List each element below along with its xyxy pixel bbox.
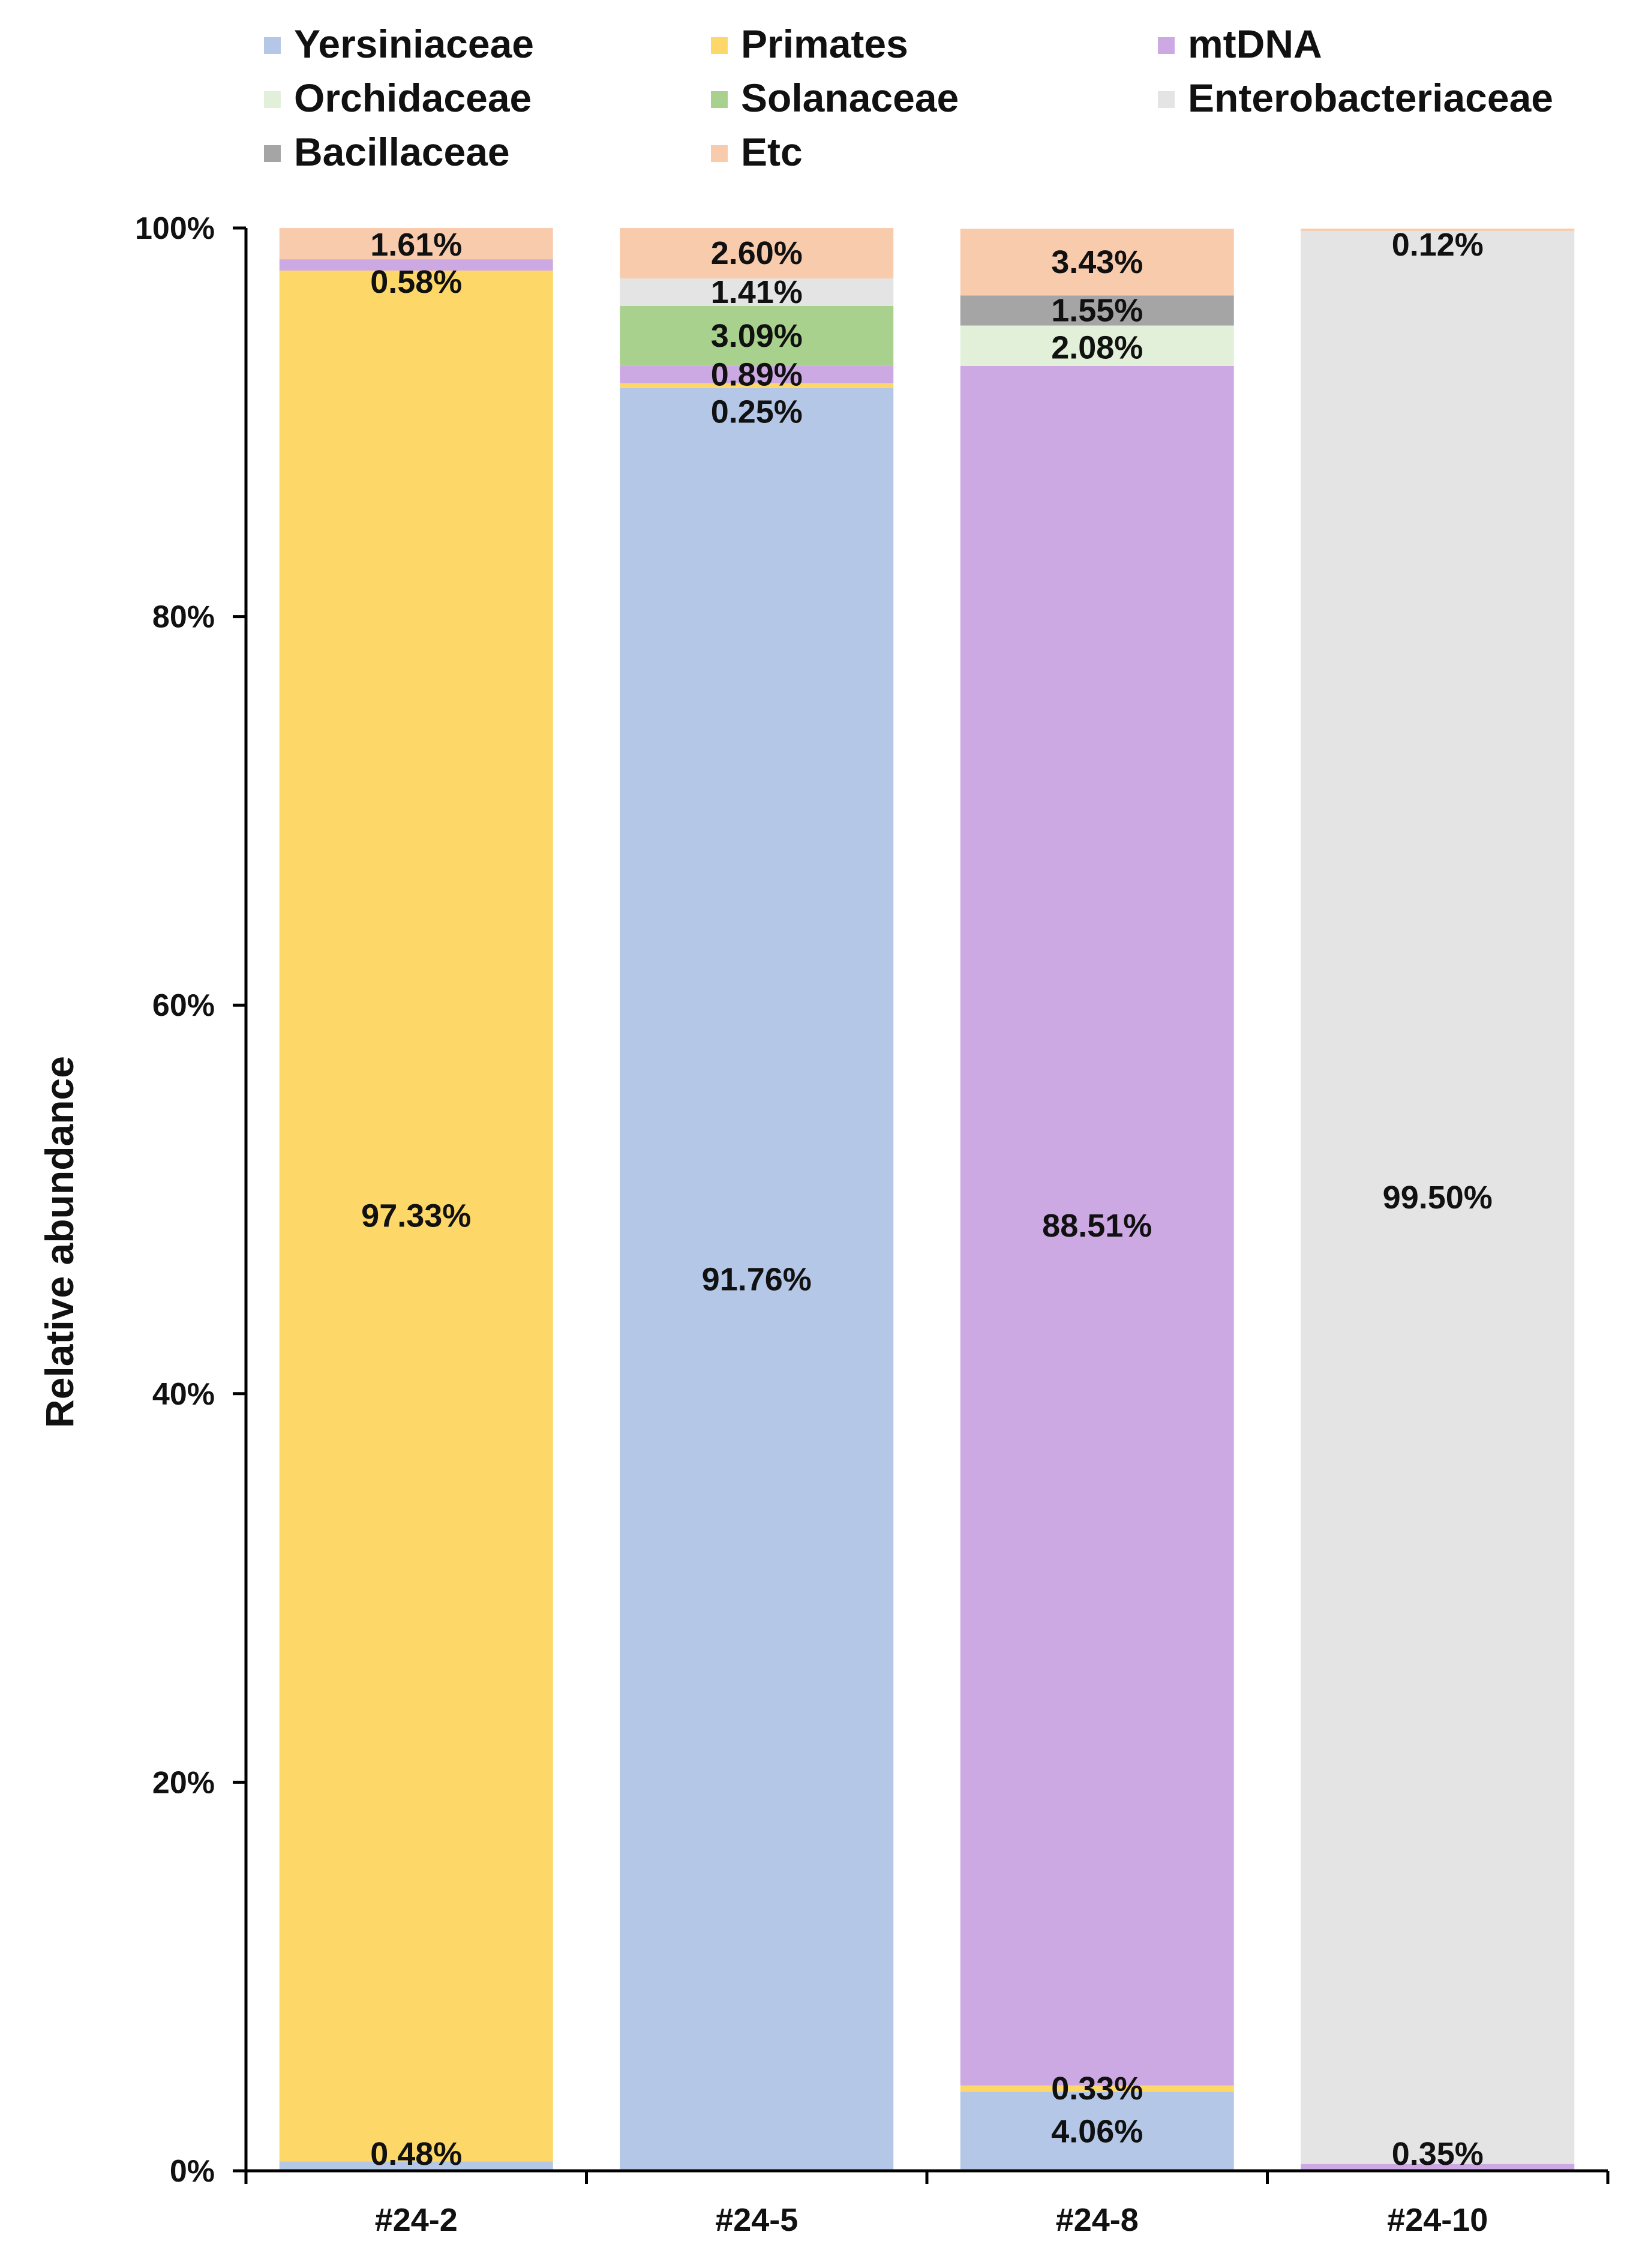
data-label: 4.06% xyxy=(1051,2113,1143,2149)
data-labels: 97.33% 1.61%0.58% 0.48% 91.76% 2.60%1.41% 3.0… xyxy=(361,227,1493,2172)
legend-swatch-etc xyxy=(711,145,728,162)
y-tick-label: 60% xyxy=(152,988,215,1023)
data-label: 97.33% xyxy=(361,1198,471,1234)
x-tick-label: #24-8 xyxy=(1056,2202,1139,2238)
data-label: 0.12% xyxy=(1392,227,1484,263)
legend-swatch-yersiniaceae xyxy=(264,37,281,54)
bar-segment-enterobacteriaceae xyxy=(620,278,894,306)
data-label: 2.60% xyxy=(711,235,803,271)
bar-segment-mtdna xyxy=(960,365,1234,2086)
bar-segment-etc xyxy=(279,228,553,260)
legend-swatch-bacillaceae xyxy=(264,145,281,162)
data-label: 0.48% xyxy=(370,2136,462,2172)
x-ticks: #24-2 #24-5 #24-8 #24-10 xyxy=(244,2171,1610,2238)
data-label: 0.35% xyxy=(1392,2136,1484,2172)
bar-segment-etc xyxy=(960,229,1234,296)
y-axis-label: Relative abundance xyxy=(37,1056,82,1428)
legend-label-orchidaceae: Orchidaceae xyxy=(294,76,532,120)
data-label: 0.25% xyxy=(711,394,803,430)
y-tick-label: 20% xyxy=(152,1765,215,1800)
legend-label-yersiniaceae: Yersiniaceae xyxy=(294,22,534,66)
data-label: 0.58% xyxy=(370,264,462,300)
legend-label-bacillaceae: Bacillaceae xyxy=(294,130,510,174)
legend-swatch-mtdna xyxy=(1158,37,1175,54)
data-label: 88.51% xyxy=(1042,1208,1152,1244)
data-label: 91.76% xyxy=(702,1261,812,1297)
bar-segment-mtdna xyxy=(620,365,894,383)
legend-swatch-orchidaceae xyxy=(264,91,281,108)
legend-swatch-primates xyxy=(711,37,728,54)
bar-segment-mtdna xyxy=(1301,2164,1575,2171)
legend-label-enterobacteriaceae: Enterobacteriaceae xyxy=(1188,76,1553,120)
bar-segment-yersiniaceae xyxy=(279,2161,553,2171)
data-label: 0.89% xyxy=(711,356,803,392)
data-label: 0.33% xyxy=(1051,2071,1143,2107)
bars xyxy=(279,228,1575,2171)
data-label: 1.55% xyxy=(1051,292,1143,328)
legend-swatch-enterobacteriaceae xyxy=(1158,91,1175,108)
legend-swatch-solanaceae xyxy=(711,91,728,108)
bar-segment-enterobacteriaceae xyxy=(1301,230,1575,2164)
legend-label-mtdna: mtDNA xyxy=(1188,22,1322,66)
legend: Yersiniaceae Primates mtDNA Orchidaceae Sola… xyxy=(264,22,1553,174)
legend-label-solanaceae: Solanaceae xyxy=(741,76,959,120)
y-ticks: 0% 20% 40% 60% 80% 100% xyxy=(135,211,246,2189)
y-tick-label: 40% xyxy=(152,1377,215,1412)
bar-segment-bacillaceae xyxy=(960,295,1234,326)
data-label: 99.50% xyxy=(1383,1180,1493,1216)
bar-segment-yersiniaceae xyxy=(620,388,894,2171)
data-label: 2.08% xyxy=(1051,329,1143,365)
y-tick-label: 80% xyxy=(152,600,215,635)
bar-segment-primates xyxy=(960,2085,1234,2092)
x-tick-label: #24-2 xyxy=(375,2202,458,2238)
bar-segment-primates xyxy=(279,270,553,2162)
bar-segment-etc xyxy=(620,228,894,279)
legend-label-primates: Primates xyxy=(741,22,908,66)
bar-segment-primates xyxy=(620,383,894,388)
x-tick-label: #24-5 xyxy=(715,2202,798,2238)
legend-label-etc: Etc xyxy=(741,130,803,174)
bar-segment-orchidaceae xyxy=(960,325,1234,366)
data-label: 3.09% xyxy=(711,318,803,354)
bar-segment-yersiniaceae xyxy=(960,2092,1234,2171)
y-tick-label: 0% xyxy=(170,2154,215,2189)
data-label: 1.61% xyxy=(370,227,462,263)
data-label: 1.41% xyxy=(711,274,803,310)
x-tick-label: #24-10 xyxy=(1387,2202,1488,2238)
bar-segment-etc xyxy=(1301,228,1575,231)
bar-segment-solanaceae xyxy=(620,305,894,366)
y-tick-label: 100% xyxy=(135,211,215,246)
data-label: 3.43% xyxy=(1051,244,1143,280)
bar-segment-mtdna xyxy=(279,259,553,271)
